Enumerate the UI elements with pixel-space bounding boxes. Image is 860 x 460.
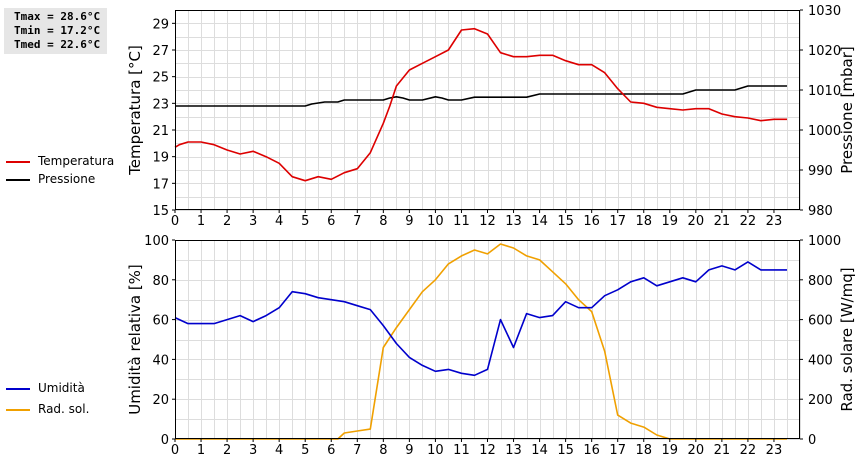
chart1-xtick-label: 9 bbox=[405, 214, 413, 229]
chart1-xtick-label: 20 bbox=[688, 214, 705, 229]
chart1-ytick-label: 19 bbox=[152, 151, 169, 166]
series-line-umidita bbox=[174, 261, 787, 377]
chart2-xtick-label: 18 bbox=[635, 443, 652, 458]
chart2-xtick-label: 13 bbox=[505, 443, 522, 458]
chart2-xtick-label: 9 bbox=[405, 443, 413, 458]
chart2-ytick-label: 60 bbox=[152, 314, 169, 329]
chart2-xtick-label: 5 bbox=[301, 443, 309, 458]
chart1-xtick-label: 3 bbox=[249, 214, 257, 229]
chart2-xtick-label: 12 bbox=[479, 443, 496, 458]
chart1-xtick-label: 23 bbox=[766, 214, 783, 229]
chart1-ytick-label: 15 bbox=[152, 204, 169, 219]
chart1-xtick-label: 18 bbox=[635, 214, 652, 229]
chart2-xtick-label: 23 bbox=[766, 443, 783, 458]
chart1-y2tick-label: 990 bbox=[808, 164, 833, 179]
chart2-xtick-label: 20 bbox=[688, 443, 705, 458]
chart2-xtick-label: 14 bbox=[531, 443, 548, 458]
chart1-xtick-label: 7 bbox=[353, 214, 361, 229]
tmed-label: Tmed = 22.6°C bbox=[14, 38, 101, 51]
chart1-ytick-label: 23 bbox=[152, 97, 169, 112]
chart2-xtick-label: 17 bbox=[609, 443, 626, 458]
chart1-xtick-label: 10 bbox=[427, 214, 444, 229]
chart2-xtick-label: 22 bbox=[740, 443, 757, 458]
chart1-y2label: Pressione [mbar] bbox=[838, 46, 856, 174]
chart2-y2tick-label: 0 bbox=[808, 433, 816, 448]
chart1-y2tick-label: 1010 bbox=[808, 84, 841, 99]
chart1-xtick-label: 22 bbox=[740, 214, 757, 229]
chart2-y2tick-label: 800 bbox=[808, 274, 833, 289]
chart1-xtick-label: 13 bbox=[505, 214, 522, 229]
chart2-ytick-label: 20 bbox=[152, 393, 169, 408]
chart1-xtick-label: 12 bbox=[479, 214, 496, 229]
chart1-ytick-label: 17 bbox=[152, 177, 169, 192]
chart2-xtick-label: 0 bbox=[171, 443, 179, 458]
tmin-label: Tmin = 17.2°C bbox=[14, 24, 101, 37]
chart1-y2tick-label: 1020 bbox=[808, 44, 841, 59]
chart1-xtick-label: 4 bbox=[275, 214, 283, 229]
stats-box: Tmax = 28.6°C Tmin = 17.2°C Tmed = 22.6°… bbox=[4, 8, 107, 54]
chart2-xtick-label: 19 bbox=[662, 443, 679, 458]
chart1-ytick-label: 25 bbox=[152, 71, 169, 86]
chart2-ytick-label: 0 bbox=[161, 433, 169, 448]
legend-swatch-umidita bbox=[6, 388, 30, 390]
legend-swatch-temperatura bbox=[6, 161, 30, 163]
chart2-xtick-label: 7 bbox=[353, 443, 361, 458]
chart1-y2tick-label: 980 bbox=[808, 204, 833, 219]
series-line-pressione bbox=[175, 85, 787, 107]
chart1-xtick-label: 8 bbox=[379, 214, 387, 229]
chart1-ytick-label: 29 bbox=[152, 17, 169, 32]
chart2-xtick-label: 10 bbox=[427, 443, 444, 458]
chart2-y2label: Rad. solare [W/mq] bbox=[838, 267, 856, 411]
chart2-xtick-label: 6 bbox=[327, 443, 335, 458]
chart1-ytick-label: 27 bbox=[152, 44, 169, 59]
tmax-label: Tmax = 28.6°C bbox=[14, 10, 101, 23]
chart1-xtick-label: 14 bbox=[531, 214, 548, 229]
chart1-plot-area bbox=[175, 10, 800, 210]
chart2-frame bbox=[175, 240, 800, 439]
chart1-frame bbox=[175, 10, 800, 210]
chart2-plot-area bbox=[175, 240, 800, 439]
chart1-ytick-label: 21 bbox=[152, 124, 169, 139]
chart2-ylabel: Umidità relativa [%] bbox=[126, 264, 144, 415]
legend-swatch-radsol bbox=[6, 409, 30, 411]
chart1-xtick-label: 5 bbox=[301, 214, 309, 229]
legend-label-pressione: Pressione bbox=[38, 172, 96, 186]
chart1-xtick-label: 17 bbox=[609, 214, 626, 229]
legend-label-radsol: Rad. sol. bbox=[38, 402, 90, 416]
chart2-y2tick-label: 1000 bbox=[808, 234, 841, 249]
chart2-xtick-label: 3 bbox=[249, 443, 257, 458]
chart1-xtick-label: 2 bbox=[223, 214, 231, 229]
legend-label-temperatura: Temperatura bbox=[38, 154, 115, 168]
chart1-y2tick-label: 1030 bbox=[808, 4, 841, 19]
chart2-ytick-label: 80 bbox=[152, 274, 169, 289]
chart2-xtick-label: 4 bbox=[275, 443, 283, 458]
chart1-xtick-label: 0 bbox=[171, 214, 179, 229]
chart1-xtick-label: 21 bbox=[714, 214, 731, 229]
legend-swatch-pressione bbox=[6, 179, 30, 181]
chart2-xtick-label: 16 bbox=[583, 443, 600, 458]
chart2-y2tick-label: 200 bbox=[808, 393, 833, 408]
chart2-ytick-label: 40 bbox=[152, 353, 169, 368]
chart2-xtick-label: 2 bbox=[223, 443, 231, 458]
chart1-ylabel: Temperatura [°C] bbox=[126, 45, 144, 176]
chart2-y2tick-label: 400 bbox=[808, 353, 833, 368]
chart1-xtick-label: 16 bbox=[583, 214, 600, 229]
series-line-temperatura bbox=[174, 27, 787, 182]
chart1-xtick-label: 1 bbox=[197, 214, 205, 229]
chart1-xtick-label: 11 bbox=[453, 214, 470, 229]
chart2-xtick-label: 21 bbox=[714, 443, 731, 458]
chart2-xtick-label: 15 bbox=[557, 443, 574, 458]
chart2-y2tick-label: 600 bbox=[808, 314, 833, 329]
chart2-xtick-label: 8 bbox=[379, 443, 387, 458]
chart2-xtick-label: 1 bbox=[197, 443, 205, 458]
chart2-ytick-label: 100 bbox=[144, 234, 169, 249]
chart1-xtick-label: 6 bbox=[327, 214, 335, 229]
chart1-xtick-label: 15 bbox=[557, 214, 574, 229]
chart2-xtick-label: 11 bbox=[453, 443, 470, 458]
chart1-y2tick-label: 1000 bbox=[808, 124, 841, 139]
chart1-xtick-label: 19 bbox=[662, 214, 679, 229]
legend-label-umidita: Umidità bbox=[38, 381, 85, 395]
